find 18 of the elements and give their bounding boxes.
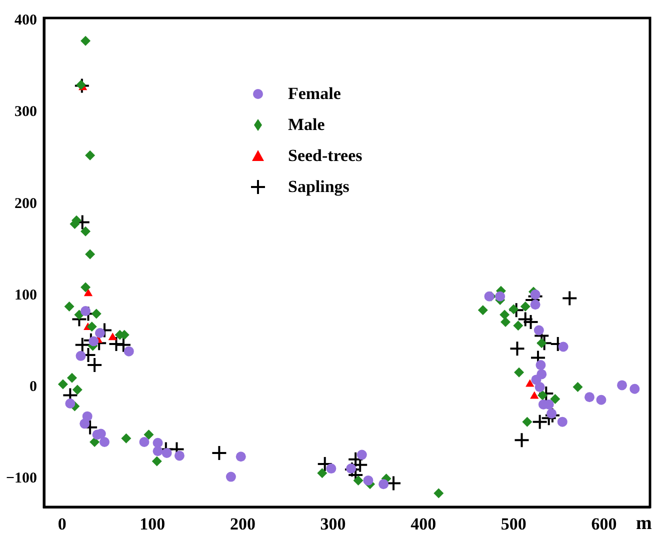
x-tick-label: 500 [500, 514, 526, 534]
x-tick-label: 100 [140, 514, 166, 534]
legend-label: Male [288, 114, 325, 134]
legend-label: Female [288, 84, 341, 104]
x-tick-label: 0 [58, 514, 66, 534]
x-tick-label: 600 [591, 514, 617, 534]
legend-label: Seed-trees [288, 146, 362, 166]
x-tick-label: 300 [320, 514, 346, 534]
y-tick-label: 300 [14, 104, 37, 120]
y-tick-label: 0 [30, 378, 37, 395]
x-axis-title: m [636, 512, 652, 534]
x-tick-label: 200 [230, 514, 256, 534]
x-tick-label: 400 [410, 514, 436, 534]
y-tick-label: 200 [14, 196, 37, 212]
y-tick-label: −100 [6, 470, 37, 486]
legend-label: Saplings [288, 176, 350, 196]
y-tick-label: 400 [14, 12, 37, 29]
y-tick-label: 100 [14, 287, 37, 304]
